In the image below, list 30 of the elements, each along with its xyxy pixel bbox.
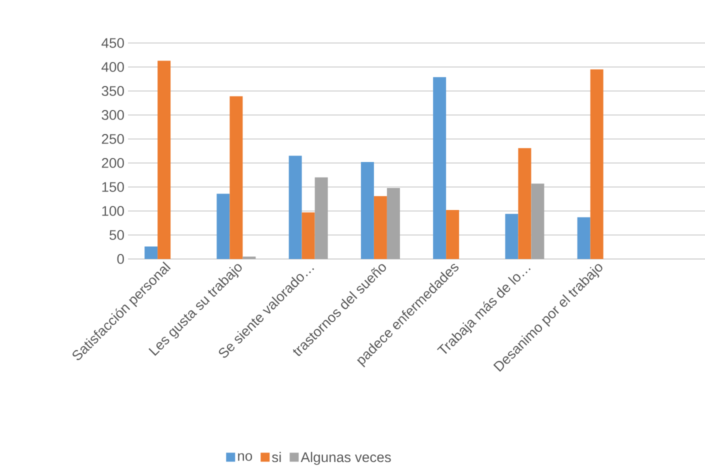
y-tick-label: 450 xyxy=(102,38,124,48)
y-tick-label: 350 xyxy=(102,86,124,96)
legend-label: Algunas veces xyxy=(300,452,391,465)
y-tick-label: 150 xyxy=(102,182,124,192)
bar xyxy=(158,60,171,259)
bar xyxy=(531,184,544,259)
y-tick-label: 400 xyxy=(102,62,124,72)
y-tick-label: 300 xyxy=(102,110,124,120)
bar xyxy=(314,177,328,259)
bar xyxy=(302,212,315,259)
y-tick-label: 200 xyxy=(102,158,124,168)
bar xyxy=(446,210,460,259)
legend-label: si xyxy=(272,452,281,462)
bar xyxy=(433,77,446,259)
bar xyxy=(386,188,400,259)
bar xyxy=(577,217,590,259)
y-tick-label: 250 xyxy=(102,134,124,144)
y-tick-label: 0 xyxy=(117,254,124,264)
bar xyxy=(590,69,604,259)
bar xyxy=(144,246,158,259)
bar xyxy=(288,156,302,259)
bar xyxy=(360,162,374,259)
legend-label: no xyxy=(238,453,252,461)
y-tick-label: 100 xyxy=(102,206,124,216)
bar xyxy=(216,194,230,259)
bar xyxy=(505,214,518,259)
bar xyxy=(374,196,387,259)
bar xyxy=(518,148,532,259)
bar xyxy=(230,96,243,259)
y-tick-label: 50 xyxy=(110,230,124,240)
